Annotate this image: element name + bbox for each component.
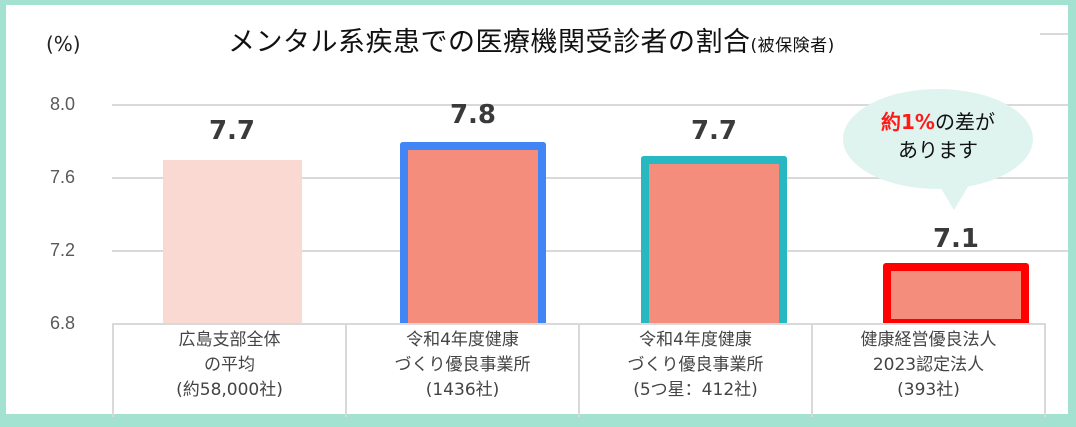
category-count: (1436社)	[425, 380, 500, 400]
y-tick-6-8: 6.8	[50, 313, 76, 333]
callout-bubble-tail	[936, 180, 972, 210]
callout-text: 約1%の差が あります	[843, 108, 1033, 164]
callout-line2: あります	[898, 138, 978, 162]
category-count: (5つ星：412社)	[633, 380, 758, 400]
bar-value-label: 7.1	[932, 224, 980, 254]
bar-excellent-offices-all	[400, 142, 546, 324]
callout-highlight: 約1%	[881, 110, 935, 134]
bar-health-management-corps	[883, 263, 1029, 324]
category-excellent-offices-5star: 令和4年度健康 づくり優良事業所 (5つ星：412社)	[578, 325, 811, 417]
gridline-8-0	[112, 104, 1068, 106]
category-line: 2023認定法人	[872, 355, 985, 375]
category-hiroshima-average: 広島支部全体 の平均 (約58,000社)	[112, 325, 345, 417]
gridline-7-6	[112, 177, 1068, 179]
category-line: 令和4年度健康	[639, 330, 752, 350]
category-axis-table: 広島支部全体 の平均 (約58,000社) 令和4年度健康 づくり優良事業所 (…	[112, 323, 1046, 417]
bar-excellent-offices-5star	[641, 156, 787, 324]
category-count: (約58,000社)	[176, 380, 283, 400]
chart-title-main: メンタル系疾患での医療機関受診者の割合	[228, 27, 751, 58]
category-health-management-corps: 健康経営優良法人 2023認定法人 (393社)	[811, 325, 1046, 417]
callout-line1-rest: の差が	[934, 110, 995, 134]
category-line: づくり優良事業所	[627, 355, 764, 375]
category-line: 令和4年度健康	[406, 330, 519, 350]
category-count: (393社)	[897, 380, 960, 400]
y-tick-7-2: 7.2	[50, 240, 76, 260]
bar-hiroshima-average	[163, 160, 302, 324]
y-tick-7-6: 7.6	[50, 167, 76, 187]
chart-title-sub: (被保険者)	[750, 36, 835, 56]
category-line: づくり優良事業所	[394, 355, 531, 375]
bar-value-label: 7.7	[690, 116, 738, 146]
bar-value-label: 7.7	[208, 116, 256, 146]
category-excellent-offices-all: 令和4年度健康 づくり優良事業所 (1436社)	[345, 325, 578, 417]
gridline-8-4	[1040, 33, 1068, 35]
category-line: の平均	[204, 355, 255, 375]
category-line: 健康経営優良法人	[860, 330, 997, 350]
callout-bubble	[843, 89, 1033, 189]
chart-title: メンタル系疾患での医療機関受診者の割合(被保険者)	[228, 20, 835, 59]
y-tick-8-0: 8.0	[50, 94, 76, 114]
gridline-7-2	[112, 250, 1068, 252]
bar-value-label: 7.8	[449, 100, 497, 130]
y-axis-unit: (%)	[46, 32, 81, 56]
category-line: 広島支部全体	[178, 330, 281, 350]
